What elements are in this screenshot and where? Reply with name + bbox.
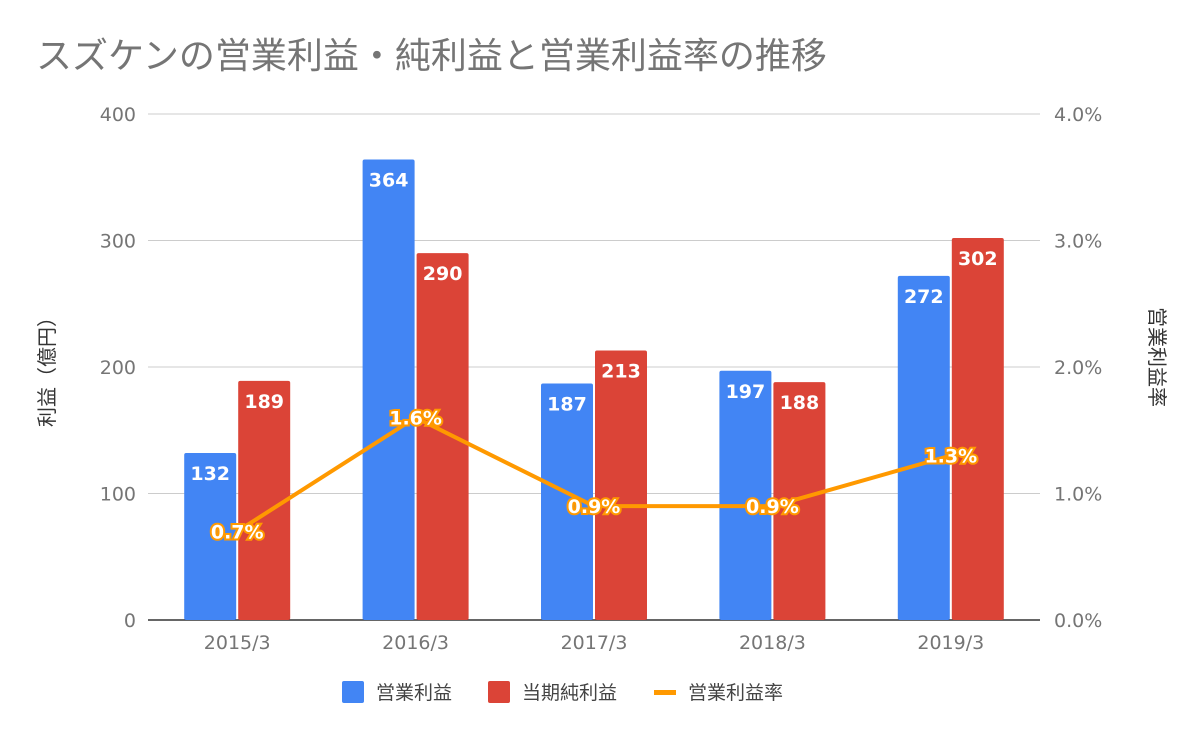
bar-営業利益 xyxy=(362,159,415,621)
bar-value-label: 188 xyxy=(780,392,820,414)
bar-value-label: 187 xyxy=(547,393,587,415)
bar-営業利益 xyxy=(719,370,772,620)
x-tick-label: 2016/3 xyxy=(382,632,449,654)
bar-labels: 132 189 364 290 187 213 197 188 272 302 xyxy=(190,170,997,485)
rate-point-label: 0.9% xyxy=(746,496,799,518)
rate-point-label: 1.3% xyxy=(924,446,977,468)
bars xyxy=(184,159,1004,621)
y2-tick-label: 4.0% xyxy=(1054,104,1102,126)
y-tick-label: 0 xyxy=(124,610,136,632)
bar-営業利益 xyxy=(541,383,593,620)
bar-value-label: 189 xyxy=(244,391,284,413)
x-tick-label: 2019/3 xyxy=(917,632,984,654)
x-axis-ticks: 2015/3 2016/3 2017/3 2018/3 2019/3 xyxy=(204,632,984,654)
bar-当期純利益 xyxy=(773,382,826,620)
rate-line xyxy=(236,415,952,534)
y2-tick-label: 0.0% xyxy=(1054,610,1102,632)
x-tick-label: 2017/3 xyxy=(561,632,628,654)
bar-当期純利益 xyxy=(238,380,291,620)
bar-value-label: 364 xyxy=(369,170,409,192)
y2-tick-label: 1.0% xyxy=(1054,484,1102,506)
legend-line-swatch xyxy=(654,690,676,695)
legend: 営業利益 当期純利益 営業利益率 xyxy=(342,681,783,704)
y-tick-label: 200 xyxy=(100,357,136,379)
chart-title: スズケンの営業利益・純利益と営業利益率の推移 xyxy=(36,36,827,77)
y2-axis-label: 営業利益率 xyxy=(1145,307,1169,407)
y2-tick-label: 2.0% xyxy=(1054,357,1102,379)
bar-value-label: 213 xyxy=(601,361,641,383)
bar-当期純利益 xyxy=(595,350,647,620)
x-tick-label: 2018/3 xyxy=(739,632,806,654)
rate-point-label: 0.7% xyxy=(211,521,264,543)
left-axis-ticks: 0 100 200 300 400 xyxy=(100,104,136,632)
legend-label: 営業利益率 xyxy=(688,682,783,704)
y-axis-label: 利益（億円） xyxy=(35,307,59,427)
bar-営業利益 xyxy=(897,275,950,620)
bar-当期純利益 xyxy=(416,253,469,620)
bar-営業利益 xyxy=(184,453,237,620)
y2-tick-label: 3.0% xyxy=(1054,231,1102,253)
x-tick-label: 2015/3 xyxy=(204,632,271,654)
bar-value-label: 290 xyxy=(423,263,463,285)
legend-swatch xyxy=(342,681,364,703)
rate-line-layer: 0.7% 1.6% 0.9% 0.9% 1.3% xyxy=(209,406,979,546)
legend-label: 営業利益 xyxy=(376,682,452,704)
bar-value-label: 302 xyxy=(958,248,998,270)
bar-value-label: 197 xyxy=(726,381,766,403)
right-axis-ticks: 0.0% 1.0% 2.0% 3.0% 4.0% xyxy=(1054,104,1102,632)
rate-point-label: 0.9% xyxy=(568,496,621,518)
bar-value-label: 132 xyxy=(190,463,230,485)
legend-swatch xyxy=(488,681,510,703)
y-tick-label: 100 xyxy=(100,484,136,506)
legend-label: 当期純利益 xyxy=(522,682,617,704)
bar-value-label: 272 xyxy=(904,286,944,308)
y-tick-label: 300 xyxy=(100,231,136,253)
y-tick-label: 400 xyxy=(100,104,136,126)
bar-当期純利益 xyxy=(951,237,1004,620)
rate-point-label: 1.6% xyxy=(389,408,442,430)
